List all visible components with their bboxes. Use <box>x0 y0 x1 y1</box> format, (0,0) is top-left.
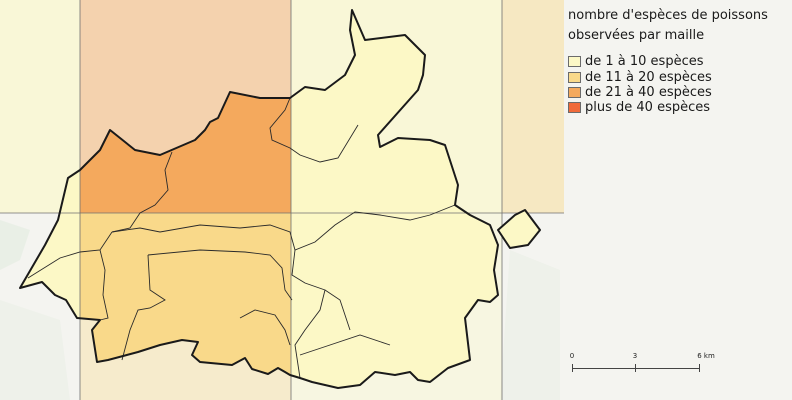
territory-boundary <box>19 9 499 389</box>
scale-tick <box>572 364 573 372</box>
legend-swatch <box>568 86 581 98</box>
scale-label-3: 3 <box>632 352 638 360</box>
legend-list: de 1 à 10 espèces de 11 à 20 espèces de … <box>568 54 788 116</box>
territory-boundary-east <box>497 209 541 249</box>
legend-label: de 21 à 40 espèces <box>585 84 712 100</box>
scale-tick <box>635 364 636 372</box>
grid-cell <box>0 0 80 213</box>
legend-label: de 11 à 20 espèces <box>585 69 712 85</box>
grid-lines <box>0 0 564 400</box>
legend-swatch <box>568 71 581 83</box>
commune-boundaries <box>27 97 456 379</box>
legend-label: de 1 à 10 espèces <box>585 54 704 70</box>
basemap-green-area <box>0 300 70 400</box>
scale-label-6km: 6 km <box>697 352 715 360</box>
grid-cell <box>502 0 564 213</box>
basemap-green-area <box>500 250 560 400</box>
map-legend: nombre d'espèces de poissons observées p… <box>568 6 788 116</box>
basemap-green-area <box>0 220 30 270</box>
scale-label-0: 0 <box>569 352 575 360</box>
legend-title: nombre d'espèces de poissons observées p… <box>568 8 768 43</box>
legend-item: de 1 à 10 espèces <box>568 54 788 69</box>
legend-item: de 11 à 20 espèces <box>568 69 788 85</box>
scale-bar: 0 3 6 km <box>569 352 732 382</box>
legend-item: de 21 à 40 espèces <box>568 85 788 100</box>
legend-swatch <box>568 56 581 68</box>
legend-label: plus de 40 espèces <box>585 100 711 116</box>
scale-tick <box>699 364 700 372</box>
legend-swatch <box>568 102 581 114</box>
legend-item: plus de 40 espèces <box>568 100 788 115</box>
